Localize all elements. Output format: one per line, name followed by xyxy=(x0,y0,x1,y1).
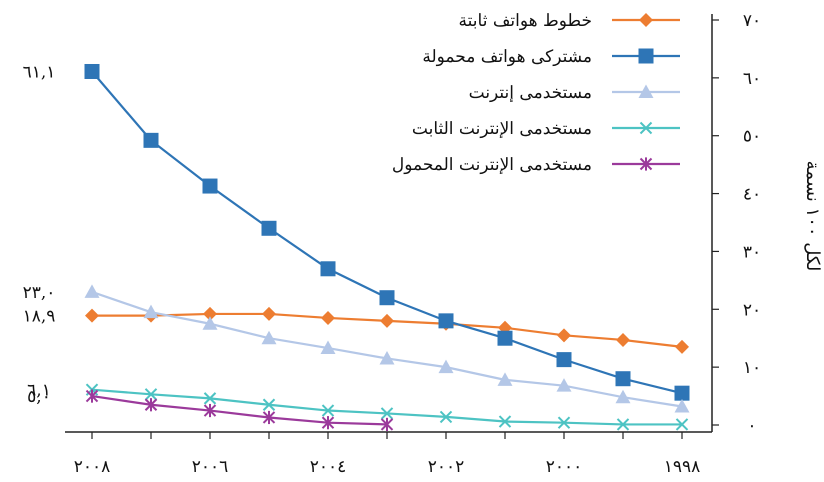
legend-marker xyxy=(638,48,654,64)
x-tick-label: ٢٠٠٤ xyxy=(310,457,347,477)
legend-label: مستخدمى الإنترنت المحمول xyxy=(392,155,592,175)
series-3 xyxy=(85,383,689,431)
y-tick-label: ٧٠ xyxy=(743,11,761,31)
series-1 xyxy=(84,63,690,401)
series-4 xyxy=(85,389,394,432)
legend-marker xyxy=(639,13,653,27)
y-axis-title: لكل ١٠٠ نسمة xyxy=(802,161,823,272)
x-tick-label: ٢٠٠٠ xyxy=(546,457,583,477)
legend-entry-0: خطوط هواتف ثابتة xyxy=(459,11,680,31)
data-point xyxy=(144,398,158,412)
data-label: ٢٣,٠ xyxy=(23,283,56,303)
legend-label: خطوط هواتف ثابتة xyxy=(459,11,592,31)
data-label: ١٨,٩ xyxy=(23,307,56,327)
data-point xyxy=(321,310,335,325)
y-tick-label: ٦٠ xyxy=(743,69,761,89)
data-point xyxy=(321,404,335,417)
legend-marker xyxy=(639,121,653,135)
data-point xyxy=(498,415,512,428)
data-point xyxy=(84,284,100,298)
series-2 xyxy=(84,284,690,413)
axes: ٠ ١٠ ٢٠ ٣٠ ٤٠ ٥٠ ٦٠ ٧٠ ٢٠٠٨ ٢٠٠٦ ٢٠٠٤ ٢٠٠٢ ٢٠٠٠ ١٩٩٨ xyxy=(65,11,761,477)
y-tick-label: ٥٠ xyxy=(743,127,761,147)
data-point xyxy=(674,385,690,401)
data-point xyxy=(674,398,690,413)
data-point xyxy=(380,417,394,432)
legend-entry-2: مستخدمى إنترنت xyxy=(469,83,680,103)
data-point xyxy=(557,328,571,343)
data-point xyxy=(262,410,276,425)
y-tick-label: ١٠ xyxy=(743,358,761,378)
x-tick-label: ٢٠٠٨ xyxy=(74,457,111,477)
legend-label: مشتركى هواتف محمولة xyxy=(422,47,592,67)
data-label: ٥,٠ xyxy=(27,387,51,407)
legend-entry-3: مستخدمى الإنترنت الثابت xyxy=(412,119,680,139)
legend-entry-4: مستخدمى الإنترنت المحمول xyxy=(392,155,680,175)
data-label: ٦١,١ xyxy=(23,62,56,82)
data-point xyxy=(143,304,159,319)
series-0 xyxy=(85,306,689,354)
legend-label: مستخدمى الإنترنت الثابت xyxy=(412,119,592,139)
data-point xyxy=(675,339,689,354)
legend: خطوط هواتف ثابتة مشتركى هواتف محمولة مستخد… xyxy=(392,11,680,175)
data-point xyxy=(497,372,513,386)
data-point xyxy=(85,308,99,323)
data-point xyxy=(143,132,159,148)
data-point xyxy=(497,330,513,346)
data-point xyxy=(379,350,395,365)
x-tick-label: ١٩٩٨ xyxy=(664,457,701,477)
data-point xyxy=(615,389,631,404)
data-point xyxy=(616,332,630,347)
data-point xyxy=(321,416,335,430)
data-point xyxy=(262,306,276,321)
data-point xyxy=(380,407,394,420)
legend-marker xyxy=(638,84,654,98)
data-point xyxy=(438,313,454,329)
data-point xyxy=(439,410,453,424)
y-tick-label: ٢٠ xyxy=(743,300,761,320)
x-tick-label: ٢٠٠٢ xyxy=(428,457,465,477)
data-point xyxy=(261,330,277,345)
y-tick-label: ٤٠ xyxy=(743,185,761,205)
data-point xyxy=(556,378,572,392)
data-point xyxy=(261,220,277,236)
y-tick-label: ٠ xyxy=(747,416,756,436)
data-point xyxy=(85,389,99,403)
data-point xyxy=(84,63,100,79)
data-point xyxy=(202,316,218,330)
legend-entry-1: مشتركى هواتف محمولة xyxy=(422,47,680,67)
series-layer xyxy=(84,63,690,432)
series-line xyxy=(91,290,683,408)
data-point xyxy=(557,416,571,429)
data-point xyxy=(144,388,158,401)
data-point xyxy=(203,392,217,405)
data-point xyxy=(262,398,276,411)
data-point xyxy=(202,178,218,194)
x-tick-label: ٢٠٠٦ xyxy=(192,457,229,477)
y-tick-label: ٣٠ xyxy=(743,242,761,262)
data-point xyxy=(203,403,217,418)
data-label: ٦,١ xyxy=(27,381,51,401)
data-point xyxy=(438,359,454,374)
legend-label: مستخدمى إنترنت xyxy=(469,83,592,103)
data-point xyxy=(320,261,336,277)
data-point xyxy=(675,418,689,431)
data-point xyxy=(616,418,630,431)
data-point xyxy=(556,352,572,368)
series-line xyxy=(91,394,388,426)
data-point xyxy=(615,371,631,387)
data-point xyxy=(320,340,336,355)
legend-marker xyxy=(639,157,653,171)
data-labels: ٦١,١ ٢٣,٠ ١٨,٩ ٦,١٥,٠ xyxy=(23,62,56,407)
data-point xyxy=(380,313,394,328)
series-line xyxy=(91,70,683,395)
data-point xyxy=(379,290,395,306)
data-point xyxy=(203,306,217,321)
